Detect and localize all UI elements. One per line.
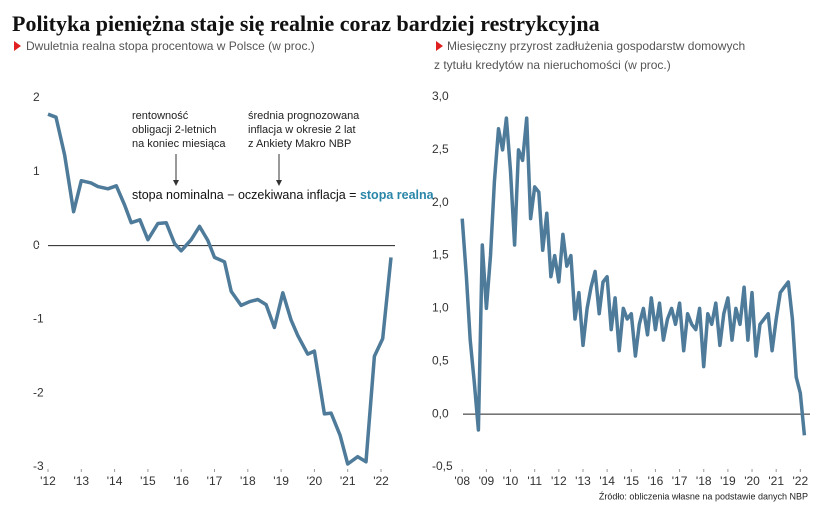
- marker: [14, 41, 21, 51]
- x-tick-label: '10: [503, 474, 519, 488]
- y-tick-label: 0: [33, 238, 40, 252]
- x-tick-label: '18: [696, 474, 712, 488]
- subtitle: z tytułu kredytów na nieruchomości (w pr…: [434, 58, 671, 72]
- source: Źródło: obliczenia własne na podstawie d…: [599, 491, 808, 501]
- x-tick-label: '16: [648, 474, 664, 488]
- x-tick-label: '13: [575, 474, 591, 488]
- x-tick-label: '17: [207, 474, 223, 488]
- y-tick-label: 2,0: [432, 195, 449, 209]
- equation: stopa nominalna − oczekiwana inflacja = …: [132, 188, 435, 202]
- x-tick-label: '21: [768, 474, 784, 488]
- annotation-text: średnia prognozowana: [248, 110, 360, 122]
- chart-title: Polityka pieniężna staje się realnie cor…: [12, 11, 600, 36]
- data-line: [47, 112, 393, 466]
- y-tick-label: 1: [33, 164, 40, 178]
- x-tick-label: '09: [479, 474, 495, 488]
- arrow-head: [276, 180, 282, 186]
- x-tick-label: '08: [454, 474, 470, 488]
- annotation-text: rentowność: [132, 110, 189, 122]
- x-tick-label: '20: [744, 474, 760, 488]
- annotation-text: obligacji 2-letnich: [132, 124, 216, 136]
- y-tick-label: -0,5: [432, 459, 453, 473]
- x-tick-label: '19: [273, 474, 289, 488]
- x-tick-label: '15: [140, 474, 156, 488]
- x-tick-label: '12: [40, 474, 56, 488]
- x-tick-label: '13: [73, 474, 89, 488]
- x-tick-label: '17: [672, 474, 688, 488]
- marker: [436, 41, 443, 51]
- x-tick-label: '16: [173, 474, 189, 488]
- x-tick-label: '14: [599, 474, 615, 488]
- x-tick-label: '15: [623, 474, 639, 488]
- equation-text: stopa nominalna − oczekiwana inflacja =: [132, 188, 356, 202]
- x-tick-label: '11: [527, 474, 542, 488]
- x-tick-label: '19: [720, 474, 736, 488]
- subtitle: Miesięczny przyrost zadłużenia gospodars…: [447, 39, 745, 53]
- annotation: rentowność obligacji 2-letnich na koniec…: [132, 110, 435, 202]
- y-tick-label: 0,5: [432, 353, 449, 367]
- y-tick-label: -2: [33, 385, 44, 399]
- x-tick-label: '22: [793, 474, 809, 488]
- x-tick-label: '12: [551, 474, 567, 488]
- data-line: [460, 116, 807, 436]
- x-tick-label: '21: [340, 474, 356, 488]
- arrow-head: [173, 180, 179, 186]
- y-tick-label: 3,0: [432, 89, 449, 103]
- equation-highlight: stopa realna: [360, 188, 435, 202]
- y-tick-label: 1,0: [432, 301, 449, 315]
- y-tick-label: -3: [33, 459, 44, 473]
- x-tick-label: '20: [307, 474, 323, 488]
- subtitle: Dwuletnia realna stopa procentowa w Pols…: [26, 39, 315, 53]
- y-tick-label: -1: [33, 312, 44, 326]
- y-tick-label: 1,5: [432, 248, 449, 262]
- annotation-text: na koniec miesiąca: [132, 138, 226, 150]
- annotation-text: z Ankiety Makro NBP: [248, 138, 351, 150]
- x-tick-label: '22: [373, 474, 389, 488]
- annotation-text: inflacja w okresie 2 lat: [248, 124, 356, 136]
- x-tick-label: '14: [107, 474, 123, 488]
- y-tick-label: 2: [33, 90, 40, 104]
- x-tick-label: '18: [240, 474, 256, 488]
- y-tick-label: 2,5: [432, 142, 449, 156]
- y-tick-label: 0,0: [432, 406, 449, 420]
